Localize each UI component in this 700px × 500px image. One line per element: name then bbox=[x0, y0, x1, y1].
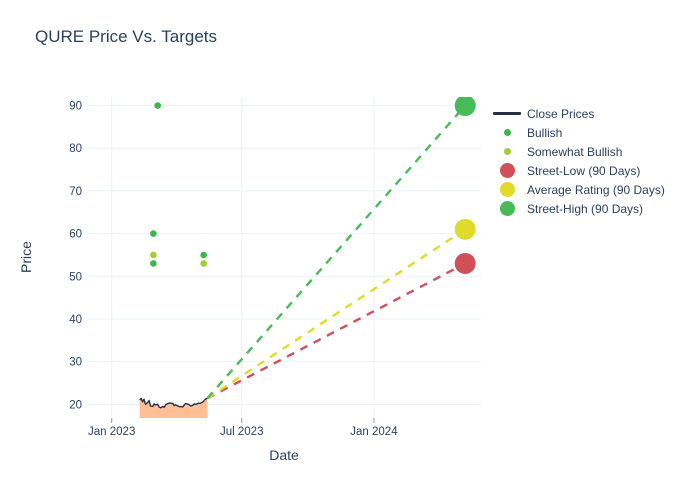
legend-item-close-prices[interactable]: Close Prices bbox=[492, 104, 665, 123]
y-tick-label: 40 bbox=[69, 314, 82, 326]
y-tick-label: 70 bbox=[69, 186, 82, 198]
chart-title: QURE Price Vs. Targets bbox=[35, 27, 218, 46]
rating-dot-bullish bbox=[150, 260, 157, 267]
legend: Close Prices Bullish Somewhat Bullish St… bbox=[492, 104, 665, 218]
target-marker-street-high-days- bbox=[454, 97, 476, 117]
rating-dot-bullish bbox=[150, 230, 157, 237]
y-tick-label: 80 bbox=[69, 143, 82, 155]
target-line-average-rating-days- bbox=[206, 228, 466, 400]
legend-item-street-high[interactable]: Street-High (90 Days) bbox=[492, 199, 665, 218]
street-low-circle-icon bbox=[492, 163, 522, 178]
target-line-street-low-days- bbox=[206, 262, 466, 400]
rating-dot-bullish bbox=[154, 102, 161, 109]
legend-label: Close Prices bbox=[527, 106, 595, 121]
x-tick-label: Jan 2024 bbox=[350, 426, 398, 438]
y-tick-label: 60 bbox=[69, 229, 82, 241]
somewhat-bullish-dot-icon bbox=[492, 148, 522, 155]
legend-item-street-low[interactable]: Street-Low (90 Days) bbox=[492, 161, 665, 180]
y-axis-title: Price bbox=[18, 241, 34, 273]
legend-label: Somewhat Bullish bbox=[527, 144, 623, 159]
rating-dot-bullish bbox=[200, 251, 207, 259]
legend-label: Street-Low (90 Days) bbox=[527, 163, 641, 178]
bullish-dot-icon bbox=[492, 129, 522, 136]
legend-item-bullish[interactable]: Bullish bbox=[492, 123, 665, 142]
legend-item-somewhat-bullish[interactable]: Somewhat Bullish bbox=[492, 142, 665, 161]
close-prices-area bbox=[139, 398, 208, 418]
close-prices-line bbox=[139, 397, 208, 409]
rating-dot-somewhat-bullish bbox=[200, 260, 207, 267]
series-layer bbox=[139, 97, 476, 418]
target-line-street-high-days- bbox=[206, 104, 467, 400]
rating-dot-somewhat-bullish bbox=[150, 251, 157, 259]
x-tick-label: Jan 2023 bbox=[88, 426, 135, 438]
y-tick-label: 20 bbox=[69, 399, 82, 411]
target-marker-street-low-days- bbox=[454, 252, 476, 274]
y-tick-label: 90 bbox=[69, 101, 82, 113]
close-prices-line-icon bbox=[492, 112, 522, 115]
x-axis-title: Date bbox=[269, 447, 299, 463]
street-high-circle-icon bbox=[492, 201, 522, 216]
average-rating-circle-icon bbox=[492, 182, 522, 197]
y-tick-label: 50 bbox=[69, 271, 82, 283]
legend-label: Street-High (90 Days) bbox=[527, 201, 644, 216]
legend-label: Bullish bbox=[527, 125, 563, 140]
target-marker-average-rating-days- bbox=[454, 218, 476, 240]
y-tick-label: 30 bbox=[69, 357, 82, 369]
legend-label: Average Rating (90 Days) bbox=[527, 182, 665, 197]
legend-item-average-rating[interactable]: Average Rating (90 Days) bbox=[492, 180, 665, 199]
x-tick-label: Jul 2023 bbox=[220, 426, 263, 438]
